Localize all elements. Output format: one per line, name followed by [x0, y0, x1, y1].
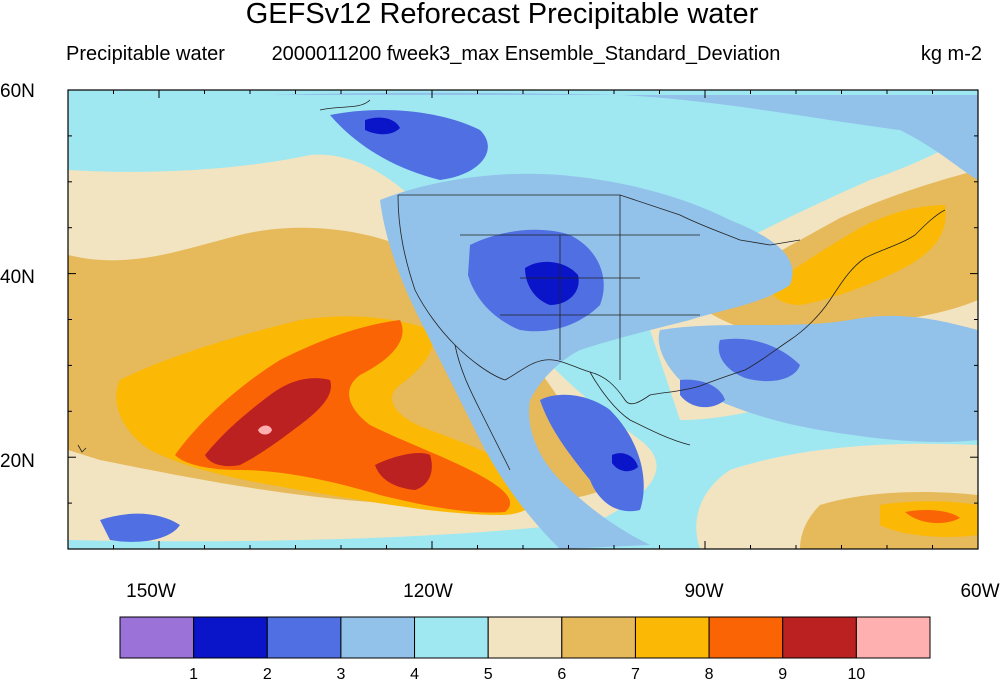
lon-label-120w: 120W: [403, 581, 453, 602]
lon-label-90w: 90W: [684, 581, 723, 602]
colorbar-label: 2: [263, 666, 272, 683]
colorbar-swatch: [782, 616, 857, 659]
units-label: kg m-2: [920, 43, 982, 65]
lat-label-40n: 40N: [0, 267, 35, 288]
colorbar-swatch: [193, 616, 268, 659]
colorbar-label: 6: [557, 666, 566, 683]
colorbar-swatch: [487, 616, 563, 659]
axis-ticks: [67, 89, 979, 550]
colorbar-swatch: [855, 616, 931, 659]
coastlines: [77, 99, 946, 471]
lat-label-60n: 60N: [0, 81, 35, 102]
lon-label-150w: 150W: [126, 581, 176, 602]
colorbar-swatch: [561, 616, 636, 659]
longitude-labels: 150W 120W 90W 60W: [126, 581, 999, 602]
latitude-labels: 60N 40N 20N: [0, 81, 35, 472]
colorbar-swatch: [119, 616, 195, 659]
colorbar-label: 10: [847, 666, 865, 683]
colorbar-label: 8: [705, 666, 714, 683]
run-description: 2000011200 fweek3_max Ensemble_Standard_…: [271, 43, 781, 65]
colorbar: 1 2 3 4 5 6 7 8 9 10: [119, 616, 931, 683]
colorbar-swatch: [634, 616, 710, 659]
colorbar-swatch: [414, 616, 489, 659]
colorbar-swatch: [340, 616, 416, 659]
variable-label: Precipitable water: [66, 43, 225, 65]
lon-label-60w: 60W: [960, 581, 999, 602]
colorbar-label: 7: [631, 666, 640, 683]
colorbar-swatch: [708, 616, 784, 659]
colorbar-swatch: [266, 616, 342, 659]
colorbar-label: 4: [410, 666, 419, 683]
colorbar-label: 3: [336, 666, 345, 683]
lat-label-20n: 20N: [0, 451, 35, 472]
colorbar-label: 1: [189, 666, 198, 683]
colorbar-label: 9: [778, 666, 787, 683]
precipitable-water-field: [68, 90, 978, 549]
colorbar-label: 5: [484, 666, 493, 683]
plot-title: GEFSv12 Reforecast Precipitable water: [245, 0, 759, 30]
